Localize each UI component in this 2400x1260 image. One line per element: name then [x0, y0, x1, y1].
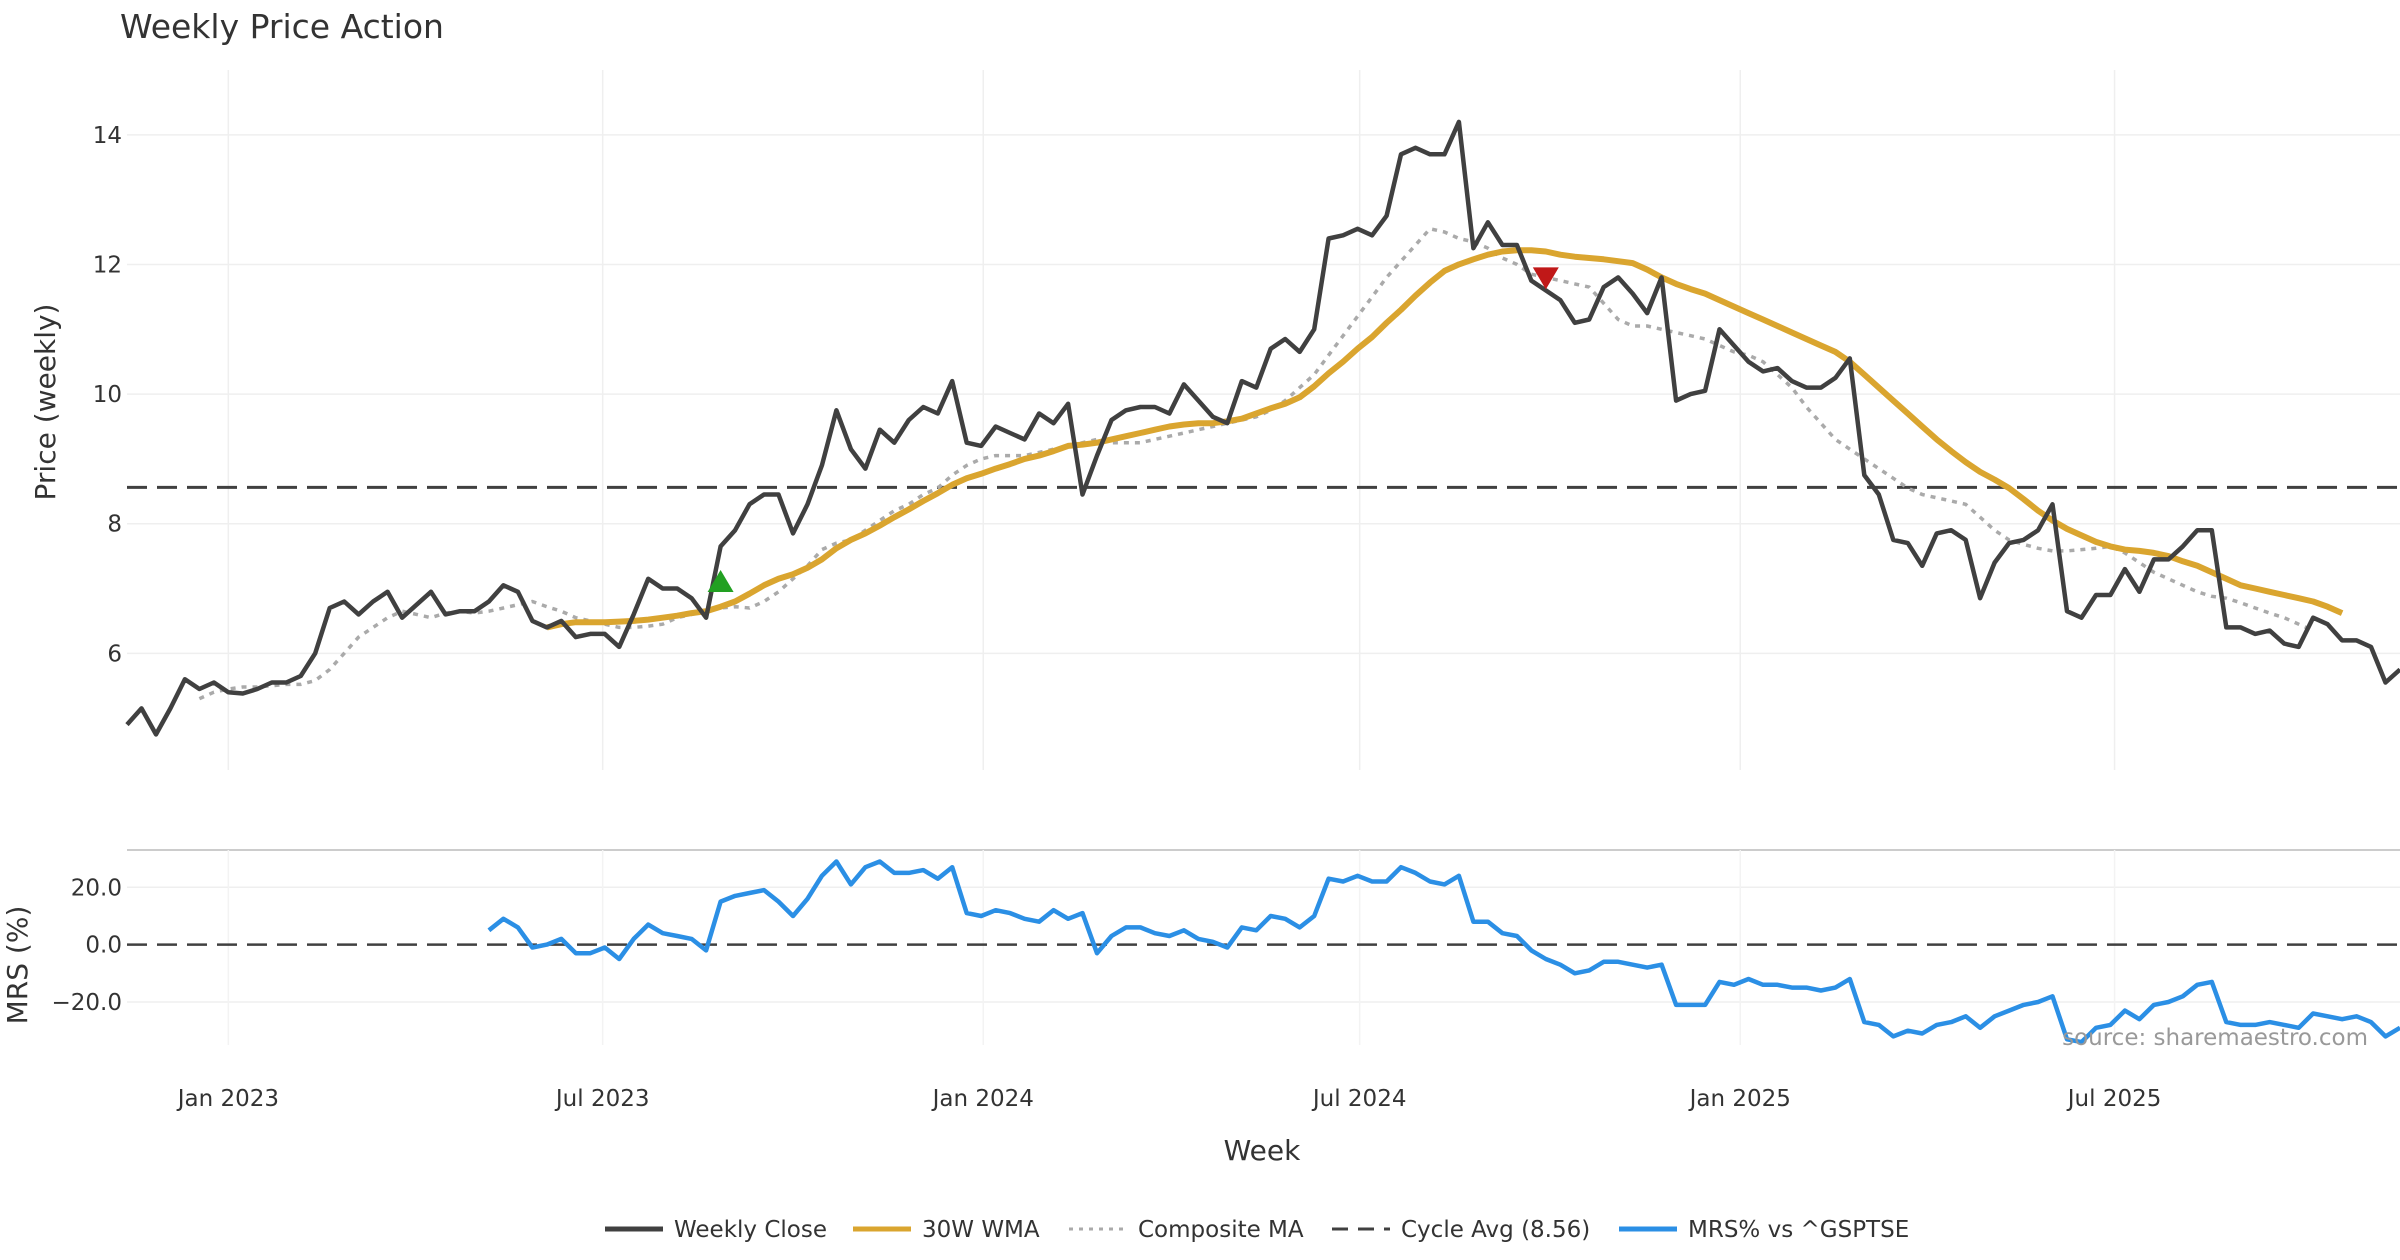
series-line-composite-ma: [198, 227, 2314, 701]
x-tick-label: Jul 2024: [1311, 1086, 1407, 1112]
legend-label: MRS% vs ^GSPTSE: [1688, 1217, 1909, 1243]
x-axis-label: Week: [1224, 1134, 1301, 1167]
mrs-y-tick-label: −20.0: [52, 990, 122, 1016]
price-y-tick-label: 8: [107, 512, 122, 538]
legend-label: Composite MA: [1138, 1217, 1304, 1243]
mrs-grid: [127, 850, 2400, 1045]
sell-signal-marker: [1532, 267, 1559, 290]
price-y-tick-label: 12: [93, 252, 122, 278]
mrs-y-ticks: 20.0 0.0 −20.0: [52, 875, 122, 1016]
mrs-series-line: [487, 859, 2400, 1045]
mrs-y-tick-label: 20.0: [71, 875, 122, 901]
series-line-30w-wma: [546, 247, 2344, 631]
source-note: source: sharemaestro.com: [2062, 1025, 2368, 1051]
buy-signal-marker: [707, 570, 734, 593]
price-series-group: [125, 119, 2400, 737]
legend-label: Weekly Close: [674, 1217, 827, 1243]
series-line-weekly-close: [125, 119, 2400, 737]
mrs-y-axis-label: MRS (%): [1, 906, 34, 1025]
legend-label: Cycle Avg (8.56): [1401, 1217, 1590, 1243]
mrs-y-tick-label: 0.0: [85, 933, 122, 959]
price-y-ticks: 6 8 10 12 14: [93, 123, 122, 668]
x-tick-label: Jul 2025: [2066, 1086, 2162, 1112]
x-tick-label: Jan 2024: [931, 1086, 1034, 1112]
price-y-tick-label: 10: [93, 382, 122, 408]
chart-legend: Weekly Close 30W WMA Composite MA Cycle Avg…: [605, 1217, 1909, 1243]
signal-markers: [707, 267, 1559, 593]
chart-title: Weekly Price Action: [120, 7, 444, 46]
price-y-tick-label: 14: [93, 123, 122, 149]
x-axis-ticks: Jan 2023 Jul 2023 Jan 2024 Jul 2024 Jan 2025…: [176, 1086, 2162, 1112]
price-y-tick-label: 6: [107, 641, 122, 667]
x-tick-label: Jul 2023: [554, 1086, 650, 1112]
price-y-axis-label: Price (weekly): [29, 304, 62, 501]
legend-label: 30W WMA: [922, 1217, 1040, 1243]
x-tick-label: Jan 2023: [176, 1086, 279, 1112]
x-tick-label: Jan 2025: [1688, 1086, 1791, 1112]
price-grid: [127, 70, 2400, 770]
